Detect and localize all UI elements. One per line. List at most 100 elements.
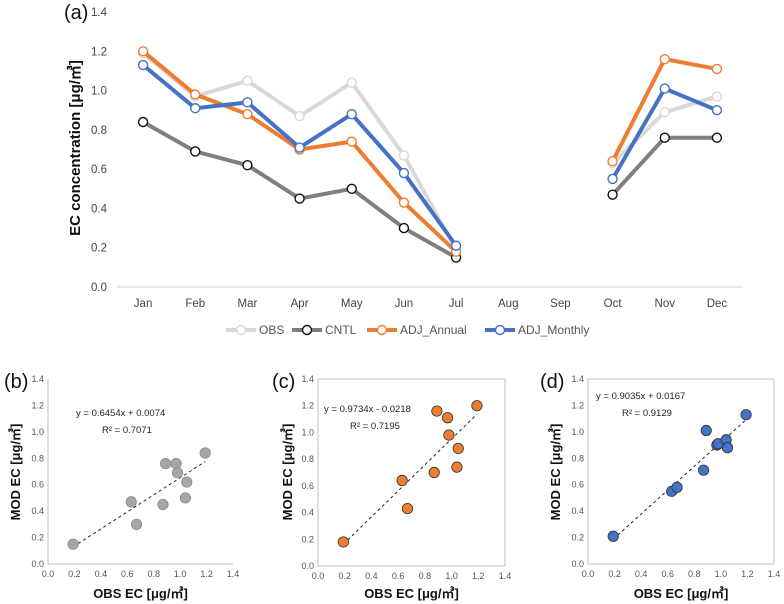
x-tick-label: 0.0 bbox=[42, 569, 55, 579]
x-tick-label: Nov bbox=[655, 298, 676, 310]
scatter-point bbox=[157, 498, 169, 511]
legend-swatch-marker bbox=[376, 324, 388, 336]
series-line-cntl bbox=[142, 120, 458, 260]
x-tick-label: 0.2 bbox=[608, 569, 621, 579]
x-tick-label: 0.0 bbox=[312, 571, 325, 581]
x-tick-label: Dec bbox=[707, 298, 728, 310]
data-point-adj-annual bbox=[711, 63, 723, 75]
x-tick-label: Apr bbox=[291, 298, 309, 310]
y-ticks-a: 0.0 0.2 0.4 0.6 0.8 1.0 1.2 1.4 bbox=[91, 7, 108, 294]
x-axis-label: OBS EC [μg/㎥] bbox=[364, 586, 459, 601]
x-axis-label: OBS EC [μg/㎥] bbox=[634, 586, 729, 601]
y-tick-label: 0.8 bbox=[571, 453, 584, 463]
data-point-obs bbox=[711, 91, 723, 102]
y-tick-label: 0.0 bbox=[91, 282, 107, 294]
r-squared-label: R² = 0.7195 bbox=[350, 421, 400, 432]
data-point-adj-annual bbox=[607, 156, 618, 167]
r-squared-label: R² = 0.7071 bbox=[102, 425, 152, 436]
x-tick-label: 1.0 bbox=[445, 571, 458, 581]
scatter-point bbox=[199, 447, 211, 459]
y-tick-label: 0.4 bbox=[31, 506, 44, 516]
scatter-point bbox=[700, 424, 712, 437]
y-tick-label: 0.8 bbox=[31, 453, 44, 463]
scatter-point bbox=[671, 481, 683, 493]
scatter-point bbox=[125, 496, 137, 508]
x-tick-label: 0.8 bbox=[419, 571, 432, 581]
y-tick-label: 0.6 bbox=[571, 480, 584, 490]
data-point-adj-monthly bbox=[137, 59, 149, 71]
x-tick-label: 0.2 bbox=[68, 569, 81, 579]
x-tick-label: Feb bbox=[185, 298, 205, 310]
y-axis-label: MOD EC [μg/㎥] bbox=[548, 424, 563, 521]
x-tick-label: 0.4 bbox=[635, 569, 648, 579]
scatter-point bbox=[401, 502, 414, 515]
x-tick-label: 0.6 bbox=[121, 569, 134, 579]
scatter-point bbox=[697, 464, 710, 476]
x-tick-label: 1.4 bbox=[768, 569, 781, 579]
x-tick-label: Jul bbox=[449, 298, 464, 310]
data-point-adj-annual bbox=[137, 46, 149, 57]
panel-label: (d) bbox=[540, 371, 564, 393]
scatter-point bbox=[452, 442, 464, 455]
x-tick-label: Oct bbox=[604, 298, 623, 310]
data-point-adj-monthly bbox=[659, 83, 670, 94]
scatter-point bbox=[428, 466, 440, 479]
scatter-point bbox=[431, 405, 443, 417]
y-tick-label: 1.2 bbox=[31, 400, 44, 410]
scatter-panel-b: (b) 0.00.0 0.2 0.2 0.4 0.4 0.6 0.6 0.8 0.8 1.0 1.0 1… bbox=[4, 371, 239, 601]
panel-label-a: (a) bbox=[64, 2, 88, 24]
legend-swatch-marker bbox=[235, 324, 247, 336]
y-tick-label: 0.8 bbox=[91, 125, 107, 137]
y-tick-label: 1.2 bbox=[571, 400, 584, 410]
y-axis-label: MOD EC [μg/㎥] bbox=[8, 424, 23, 521]
x-tick-label: 0.2 bbox=[338, 571, 351, 581]
data-point-adj-monthly bbox=[242, 97, 253, 108]
y-axis-label-a: EC concentration [μg/㎥] bbox=[66, 60, 84, 236]
scatter-panel-c: (c) 0.00.0 0.2 0.2 0.4 0.4 0.6 0.6 0.8 0.8 1.0 1.0 1… bbox=[272, 371, 511, 601]
x-tick-label: 0.4 bbox=[365, 571, 378, 581]
legend-label: ADJ_Annual bbox=[400, 323, 467, 337]
x-tick-label: 1.2 bbox=[741, 569, 754, 579]
line-chart-panel-a: (a) EC concentration [μg/㎥] 0.0 0.2 0.4 0.6… bbox=[64, 2, 743, 337]
x-tick-label: Jan bbox=[134, 298, 153, 310]
y-tick-label: 0.6 bbox=[301, 481, 314, 491]
x-tick-label: Sep bbox=[550, 298, 570, 310]
scatter-point bbox=[160, 457, 172, 470]
data-point-cntl bbox=[242, 160, 253, 171]
data-point-adj-annual bbox=[659, 53, 670, 65]
regression-equation: y = 0.9734x - 0.0218 bbox=[324, 404, 411, 415]
data-point-adj-annual bbox=[346, 136, 357, 147]
y-tick-label: 0.8 bbox=[301, 454, 314, 464]
x-tick-label: 0.4 bbox=[95, 569, 108, 579]
scatter-point bbox=[337, 536, 349, 548]
legend-label: OBS bbox=[259, 323, 284, 337]
x-tick-label: 0.6 bbox=[392, 571, 405, 581]
y-tick-label: 1.4 bbox=[31, 374, 44, 384]
data-point-adj-monthly bbox=[294, 142, 305, 153]
plot-frame bbox=[587, 378, 775, 565]
scatter-point bbox=[471, 400, 483, 412]
y-tick-label: 0.2 bbox=[301, 534, 314, 544]
x-tick-label: Mar bbox=[238, 298, 258, 310]
legend-swatch-marker bbox=[494, 324, 506, 336]
y-tick-label: 1.2 bbox=[301, 401, 314, 411]
y-tick-label: 1.4 bbox=[571, 374, 584, 384]
data-point-cntl bbox=[346, 183, 357, 194]
data-point-cntl bbox=[607, 189, 618, 200]
data-point-adj-monthly bbox=[398, 167, 410, 179]
scatter-point bbox=[740, 409, 752, 421]
x-tick-label: 1.4 bbox=[227, 569, 240, 579]
legend-a: OBS CNTL ADJ_Annual ADJ_Monthly bbox=[226, 323, 589, 337]
r-squared-label: R² = 0.9129 bbox=[622, 408, 672, 419]
y-tick-label: 1.0 bbox=[571, 427, 584, 437]
x-tick-label: 1.4 bbox=[499, 571, 512, 581]
x-tick-label: 1.2 bbox=[200, 569, 213, 579]
x-tick-label: 0.8 bbox=[688, 569, 701, 579]
data-point-obs bbox=[242, 75, 253, 86]
scatter-point bbox=[130, 518, 143, 530]
regression-equation: y = 0.6454x + 0.0074 bbox=[76, 408, 165, 419]
y-tick-label: 0.0 bbox=[571, 559, 584, 569]
data-point-adj-monthly bbox=[346, 108, 357, 120]
trendline bbox=[343, 413, 478, 545]
y-tick-label: 0.6 bbox=[91, 164, 107, 176]
